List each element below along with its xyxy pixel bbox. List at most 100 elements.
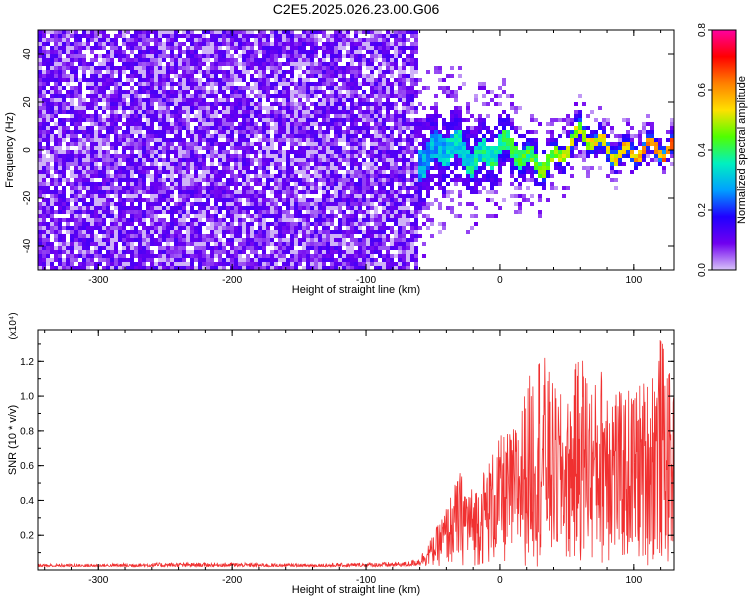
heatmap-cell	[222, 34, 226, 38]
heatmap-cell	[174, 250, 178, 254]
heatmap-cell	[38, 94, 42, 98]
heatmap-cell	[358, 138, 362, 142]
heatmap-cell	[366, 234, 370, 238]
heatmap-cell	[126, 82, 130, 86]
heatmap-cell	[110, 46, 114, 50]
heatmap-cell	[226, 178, 230, 182]
heatmap-cell	[306, 182, 310, 186]
heatmap-cell	[66, 162, 70, 166]
heatmap-cell	[134, 254, 138, 258]
heatmap-cell	[414, 110, 418, 114]
heatmap-cell	[402, 206, 406, 210]
heatmap-cell	[254, 58, 258, 62]
heatmap-cell	[166, 30, 170, 34]
heatmap-cell	[254, 178, 258, 182]
heatmap-cell	[242, 178, 246, 182]
heatmap-cell	[70, 122, 74, 126]
heatmap-cell	[262, 174, 266, 178]
heatmap-cell	[226, 210, 230, 214]
heatmap-cell	[114, 106, 118, 110]
heatmap-cell	[382, 54, 386, 58]
heatmap-cell	[254, 102, 258, 106]
heatmap-cell	[402, 66, 406, 70]
heatmap-cell	[294, 206, 298, 210]
heatmap-cell	[90, 58, 94, 62]
heatmap-cell	[210, 190, 214, 194]
heatmap-cell	[58, 258, 62, 262]
heatmap-cell	[222, 230, 226, 234]
heatmap-cell	[162, 118, 166, 122]
heatmap-cell	[234, 110, 238, 114]
heatmap-cell	[150, 222, 154, 226]
heatmap-cell	[106, 250, 110, 254]
heatmap-cell	[306, 150, 310, 154]
heatmap-cell	[238, 106, 242, 110]
heatmap-cell	[342, 210, 346, 214]
heatmap-cell	[286, 202, 290, 206]
heatmap-cell	[362, 142, 366, 146]
heatmap-cell	[342, 46, 346, 50]
heatmap-cell	[150, 122, 154, 126]
heatmap-cell	[370, 58, 374, 62]
heatmap-cell	[118, 50, 122, 54]
heatmap-cell	[238, 242, 242, 246]
heatmap-cell	[314, 166, 318, 170]
heatmap-cell	[382, 166, 386, 170]
heatmap-cell	[306, 30, 310, 34]
heatmap-cell	[302, 202, 306, 206]
heatmap-cell	[294, 154, 298, 158]
heatmap-cell	[318, 122, 322, 126]
heatmap-cell	[46, 166, 50, 170]
heatmap-cell	[246, 42, 250, 46]
heatmap-cell	[38, 254, 42, 258]
heatmap-cell	[314, 46, 318, 50]
heatmap-cell	[86, 250, 90, 254]
heatmap-cell	[374, 174, 378, 178]
heatmap-cell	[286, 126, 290, 130]
heatmap-cell	[278, 158, 282, 162]
heatmap-cell	[166, 106, 170, 110]
heatmap-cell	[46, 122, 50, 126]
heatmap-cell	[262, 162, 266, 166]
heatmap-cell	[114, 166, 118, 170]
heatmap-cell	[342, 74, 346, 78]
heatmap-cell	[354, 186, 358, 190]
heatmap-cell	[198, 210, 202, 214]
heatmap-cell	[362, 78, 366, 82]
heatmap-cell	[178, 114, 182, 118]
heatmap-cell	[338, 194, 342, 198]
heatmap-cell	[314, 66, 318, 70]
heatmap-cell	[362, 258, 366, 262]
heatmap-cell	[398, 142, 402, 146]
heatmap-cell	[398, 266, 402, 270]
heatmap-cell	[362, 238, 366, 242]
heatmap-cell	[282, 254, 286, 258]
heatmap-cell	[282, 238, 286, 242]
heatmap-cell	[386, 98, 390, 102]
heatmap-cell	[186, 118, 190, 122]
heatmap-cell	[158, 258, 162, 262]
heatmap-cell	[370, 90, 374, 94]
heatmap-cell	[334, 38, 338, 42]
heatmap-cell	[262, 54, 266, 58]
heatmap-cell	[74, 182, 78, 186]
heatmap-cell	[398, 110, 402, 114]
heatmap-cell	[386, 246, 390, 250]
heatmap-cell	[190, 98, 194, 102]
heatmap-cell	[42, 130, 46, 134]
heatmap-cell	[98, 118, 102, 122]
heatmap-cell	[218, 170, 222, 174]
heatmap-cell	[98, 138, 102, 142]
heatmap-cell	[50, 126, 54, 130]
heatmap-cell	[238, 98, 242, 102]
heatmap-cell	[178, 182, 182, 186]
heatmap-cell	[218, 162, 222, 166]
heatmap-cell	[186, 134, 190, 138]
heatmap-cell	[262, 62, 266, 66]
heatmap-cell	[298, 62, 302, 66]
heatmap-cell	[322, 62, 326, 66]
heatmap-cell	[142, 190, 146, 194]
heatmap-cell	[74, 166, 78, 170]
heatmap-cell	[202, 122, 206, 126]
heatmap-cell	[82, 130, 86, 134]
